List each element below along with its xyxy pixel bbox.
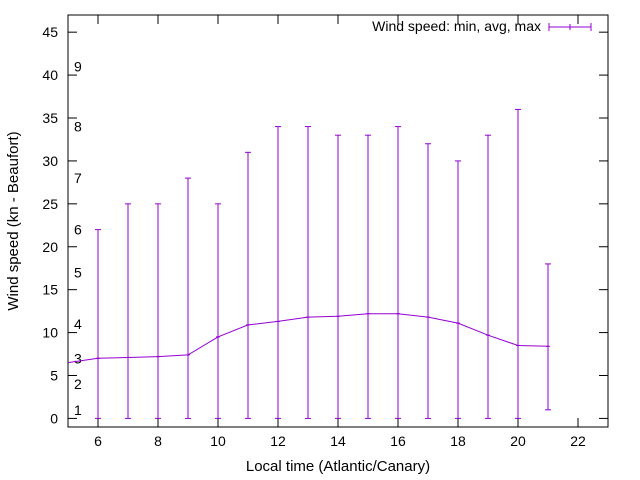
error-bar <box>335 134 341 419</box>
error-bar <box>395 126 401 419</box>
x-axis-ticks: 6 8 10 12 14 16 18 20 22 <box>94 15 586 449</box>
error-bar <box>95 229 101 419</box>
y-tick-label: 20 <box>42 239 58 255</box>
beaufort-label: 1 <box>74 402 82 418</box>
error-bar <box>545 263 551 411</box>
error-bar <box>185 177 191 419</box>
beaufort-label: 7 <box>74 170 82 186</box>
x-tick-label: 12 <box>270 433 286 449</box>
y-tick-label: 10 <box>42 325 58 341</box>
beaufort-label: 8 <box>74 119 82 135</box>
y-tick-label: 0 <box>50 410 58 426</box>
y-tick-label: 15 <box>42 282 58 298</box>
error-bar <box>215 203 221 419</box>
x-tick-label: 22 <box>570 433 586 449</box>
y-tick-label: 5 <box>50 368 58 384</box>
x-tick-label: 14 <box>330 433 346 449</box>
error-bar <box>365 134 371 419</box>
y-tick-label: 25 <box>42 196 58 212</box>
error-bar <box>155 203 161 419</box>
error-bar <box>305 126 311 419</box>
legend: Wind speed: min, avg, max <box>372 18 592 34</box>
error-bar <box>425 143 431 419</box>
error-bar <box>245 151 251 419</box>
y-tick-label: 40 <box>42 67 58 83</box>
error-bar <box>515 108 521 419</box>
y-tick-label: 35 <box>42 110 58 126</box>
y-tick-label: 45 <box>42 24 58 40</box>
error-bar <box>485 134 491 419</box>
error-bar <box>455 160 461 419</box>
error-bar <box>125 203 131 419</box>
beaufort-label: 2 <box>74 376 82 392</box>
y-axis-label: Wind speed (kn - Beaufort) <box>5 131 22 310</box>
beaufort-label: 4 <box>74 316 82 332</box>
beaufort-scale: 1 2 3 4 5 6 7 8 9 <box>74 59 82 418</box>
beaufort-label: 3 <box>74 350 82 366</box>
beaufort-label: 5 <box>74 265 82 281</box>
x-axis-label: Local time (Atlantic/Canary) <box>246 458 430 475</box>
x-tick-label: 10 <box>210 433 226 449</box>
error-bar <box>275 126 281 419</box>
x-tick-label: 8 <box>154 433 162 449</box>
x-tick-label: 16 <box>390 433 406 449</box>
x-tick-label: 18 <box>450 433 466 449</box>
y-tick-label: 30 <box>42 153 58 169</box>
series-layer <box>67 108 551 419</box>
beaufort-label: 6 <box>74 222 82 238</box>
x-tick-label: 20 <box>510 433 526 449</box>
x-tick-label: 6 <box>94 433 102 449</box>
legend-label: Wind speed: min, avg, max <box>372 18 541 34</box>
beaufort-label: 9 <box>74 59 82 75</box>
